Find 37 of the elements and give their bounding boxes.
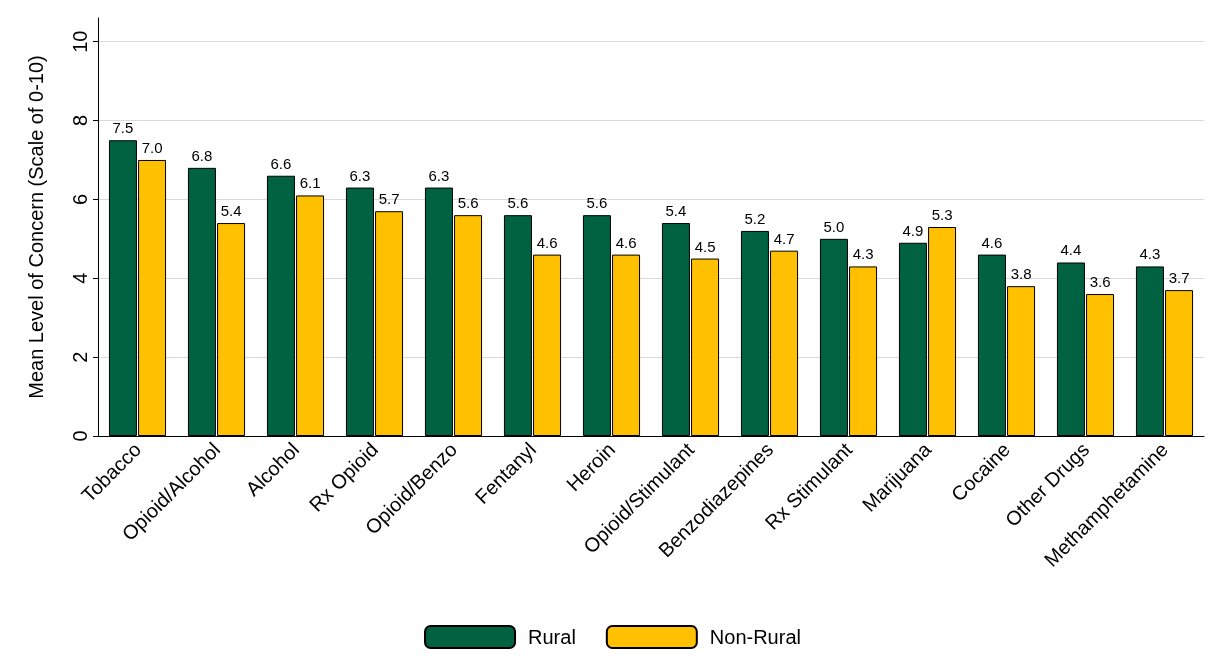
data-label: 5.6 bbox=[507, 194, 529, 212]
y-tick-label: 2 bbox=[69, 351, 91, 363]
data-label: 3.6 bbox=[1089, 273, 1111, 291]
data-label: 4.7 bbox=[773, 229, 795, 247]
data-label: 6.8 bbox=[191, 146, 213, 164]
y-tick-label: 10 bbox=[69, 30, 91, 53]
data-label: 5.4 bbox=[665, 202, 687, 220]
data-label: 5.7 bbox=[378, 190, 400, 208]
data-label: 4.6 bbox=[981, 233, 1003, 251]
data-label: 5.6 bbox=[586, 194, 608, 212]
data-label: 7.5 bbox=[112, 119, 134, 137]
data-label: 7.0 bbox=[141, 138, 163, 156]
data-label: 4.6 bbox=[615, 233, 637, 251]
data-label: 5.0 bbox=[823, 217, 845, 235]
legend-label: Rural bbox=[528, 626, 576, 648]
data-label: 5.4 bbox=[220, 202, 242, 220]
data-label: 3.8 bbox=[1010, 265, 1032, 283]
y-axis-title: Mean Level of Concern (Scale of 0-10) bbox=[25, 55, 47, 399]
data-label: 4.3 bbox=[852, 245, 874, 263]
y-tick-label: 6 bbox=[69, 193, 91, 205]
data-label: 4.9 bbox=[902, 221, 924, 239]
data-label: 4.4 bbox=[1060, 241, 1082, 259]
y-tick-label: 4 bbox=[69, 272, 91, 284]
data-label: 4.3 bbox=[1139, 245, 1161, 263]
y-tick-label: 8 bbox=[69, 114, 91, 127]
data-label: 6.3 bbox=[349, 166, 371, 184]
data-label: 5.3 bbox=[931, 206, 953, 223]
data-label: 6.1 bbox=[299, 174, 321, 192]
y-tick-label: 0 bbox=[69, 430, 91, 442]
data-label: 4.5 bbox=[694, 237, 716, 255]
data-label: 5.2 bbox=[744, 209, 766, 227]
data-label: 6.3 bbox=[428, 166, 450, 184]
data-label: 6.6 bbox=[270, 154, 292, 172]
data-label: 3.7 bbox=[1168, 269, 1190, 287]
legend-label: Non-Rural bbox=[709, 626, 801, 648]
data-label: 4.6 bbox=[536, 233, 558, 251]
data-label: 5.6 bbox=[457, 194, 479, 212]
